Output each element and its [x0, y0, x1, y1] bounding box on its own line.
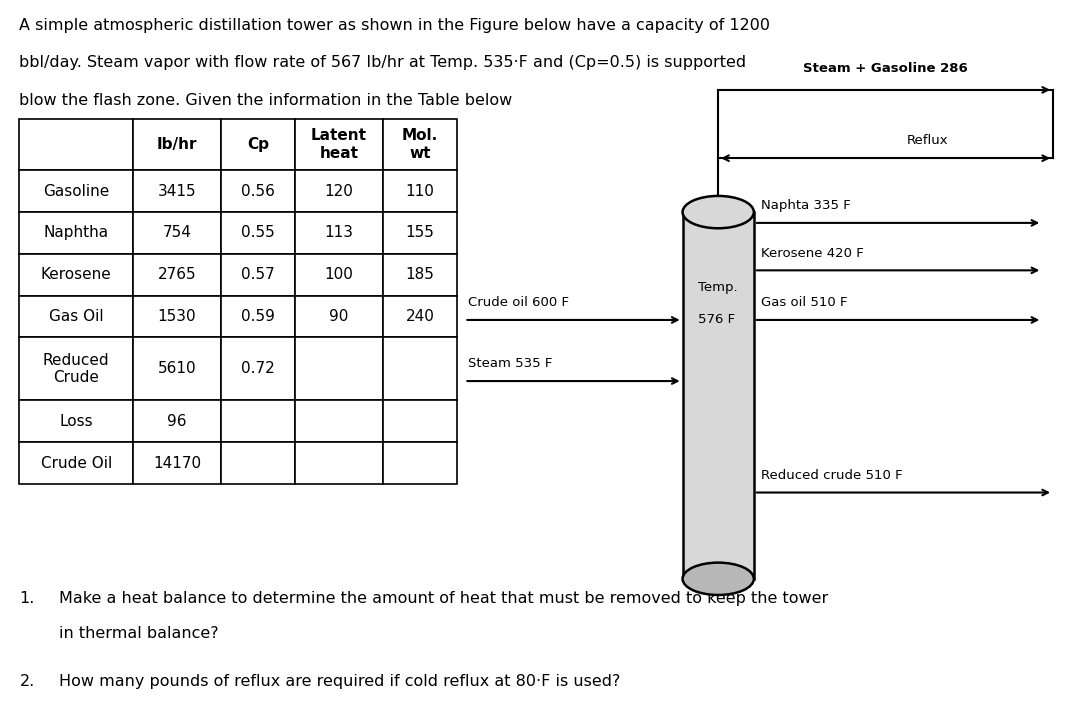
Text: in thermal balance?: in thermal balance?: [59, 626, 219, 641]
Text: 113: 113: [325, 226, 353, 240]
Bar: [221, 400, 295, 442]
Text: 155: 155: [406, 226, 434, 240]
Bar: [221, 212, 295, 254]
Text: 2765: 2765: [158, 267, 197, 282]
Bar: [19, 212, 133, 254]
Bar: [133, 296, 221, 337]
Bar: [19, 170, 133, 212]
Text: Latent
heat: Latent heat: [311, 128, 367, 161]
Text: 96: 96: [167, 414, 187, 429]
Bar: [221, 337, 295, 400]
Text: Reduced
Crude: Reduced Crude: [43, 352, 109, 385]
Text: Kerosene 420 F: Kerosene 420 F: [761, 247, 864, 260]
Bar: [221, 170, 295, 212]
Bar: [221, 296, 295, 337]
Bar: [383, 170, 457, 212]
Text: Crude Oil: Crude Oil: [41, 456, 111, 470]
Text: Loss: Loss: [59, 414, 93, 429]
Text: Naphtha: Naphtha: [43, 226, 109, 240]
Bar: [133, 170, 221, 212]
Bar: [19, 442, 133, 484]
Text: 5610: 5610: [158, 362, 197, 376]
Bar: [383, 254, 457, 296]
Bar: [383, 400, 457, 442]
Text: Reflux: Reflux: [907, 134, 949, 147]
Bar: [295, 442, 383, 484]
Text: 240: 240: [406, 309, 434, 324]
Text: 100: 100: [325, 267, 353, 282]
Text: Mol.
wt: Mol. wt: [402, 128, 438, 161]
Text: A simple atmospheric distillation tower as shown in the Figure below have a capa: A simple atmospheric distillation tower …: [19, 18, 770, 33]
Text: 576 F: 576 F: [698, 313, 734, 326]
Text: 120: 120: [325, 184, 353, 198]
Text: 0.57: 0.57: [241, 267, 275, 282]
Text: Reduced crude 510 F: Reduced crude 510 F: [761, 469, 903, 482]
Bar: [295, 212, 383, 254]
Text: 3415: 3415: [158, 184, 197, 198]
Bar: [19, 337, 133, 400]
Bar: [19, 296, 133, 337]
Text: Steam 535 F: Steam 535 F: [468, 357, 552, 370]
Bar: [295, 296, 383, 337]
Text: Cp: Cp: [247, 137, 269, 152]
Bar: [19, 254, 133, 296]
Text: 0.72: 0.72: [241, 362, 275, 376]
Bar: [295, 119, 383, 170]
Text: 0.59: 0.59: [241, 309, 275, 324]
Bar: [295, 337, 383, 400]
Text: Gas Oil: Gas Oil: [49, 309, 104, 324]
Bar: [383, 119, 457, 170]
Text: Make a heat balance to determine the amount of heat that must be removed to keep: Make a heat balance to determine the amo…: [59, 591, 828, 606]
Text: 14170: 14170: [153, 456, 201, 470]
Bar: [133, 119, 221, 170]
Text: Kerosene: Kerosene: [41, 267, 111, 282]
Text: 2.: 2.: [19, 674, 35, 690]
Bar: [221, 442, 295, 484]
Bar: [683, 212, 754, 579]
Text: 0.55: 0.55: [241, 226, 275, 240]
Text: Crude oil 600 F: Crude oil 600 F: [468, 296, 569, 309]
Text: 754: 754: [163, 226, 191, 240]
Text: 90: 90: [329, 309, 349, 324]
Bar: [383, 337, 457, 400]
Text: 1530: 1530: [158, 309, 197, 324]
Text: blow the flash zone. Given the information in the Table below: blow the flash zone. Given the informati…: [19, 93, 513, 108]
Bar: [133, 337, 221, 400]
Text: 110: 110: [406, 184, 434, 198]
Text: Gas oil 510 F: Gas oil 510 F: [761, 296, 848, 309]
Text: 1.: 1.: [19, 591, 35, 606]
Bar: [133, 442, 221, 484]
Text: Gasoline: Gasoline: [43, 184, 109, 198]
Text: Naphta 335 F: Naphta 335 F: [761, 199, 851, 212]
Ellipse shape: [683, 196, 754, 229]
Text: Steam + Gasoline 286: Steam + Gasoline 286: [804, 63, 968, 75]
Bar: [295, 170, 383, 212]
Bar: [383, 442, 457, 484]
Text: bbl/day. Steam vapor with flow rate of 567 Ib/hr at Temp. 535·F and (Cp=0.5) is : bbl/day. Steam vapor with flow rate of 5…: [19, 55, 746, 70]
Bar: [383, 212, 457, 254]
Bar: [295, 254, 383, 296]
Text: 185: 185: [406, 267, 434, 282]
Text: How many pounds of reflux are required if cold reflux at 80·F is used?: How many pounds of reflux are required i…: [59, 674, 621, 690]
Bar: [19, 119, 133, 170]
Ellipse shape: [683, 562, 754, 595]
Text: 0.56: 0.56: [241, 184, 275, 198]
Bar: [221, 254, 295, 296]
Bar: [133, 212, 221, 254]
Bar: [383, 296, 457, 337]
Text: Temp.: Temp.: [698, 281, 738, 294]
Text: Ib/hr: Ib/hr: [157, 137, 198, 152]
Bar: [295, 400, 383, 442]
Bar: [221, 119, 295, 170]
Bar: [19, 400, 133, 442]
Bar: [133, 254, 221, 296]
Bar: [133, 400, 221, 442]
